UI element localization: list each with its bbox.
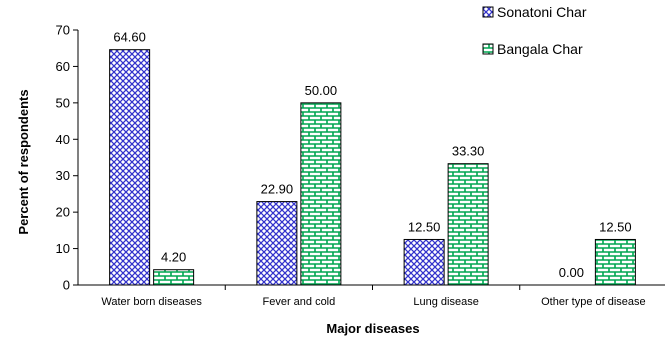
y-tick-label: 30 — [56, 168, 70, 183]
y-tick-label: 0 — [63, 278, 70, 293]
y-tick-label: 70 — [56, 23, 70, 38]
legend-swatch-bangala-char — [482, 43, 494, 55]
data-label-bangala-char-lung-disease: 33.30 — [452, 144, 485, 159]
data-label-sonatoni-char-other-type-of-disease: 0.00 — [559, 265, 584, 280]
category-label-fever-and-cold: Fever and cold — [262, 296, 335, 308]
x-axis-title: Major diseases — [326, 321, 419, 336]
legend-swatch-sonatoni-char — [482, 6, 494, 18]
legend-item-bangala-char: Bangala Char — [482, 41, 583, 57]
bar-bangala-char-other-type-of-disease — [594, 238, 636, 286]
data-label-bangala-char-fever-and-cold: 50.00 — [305, 83, 338, 98]
legend: Sonatoni Char Bangala Char — [482, 4, 587, 57]
category-label-water-born-diseases: Water born diseases — [101, 296, 202, 308]
data-label-sonatoni-char-water-born-diseases: 64.60 — [113, 30, 146, 45]
category-labels: Water born diseases Fever and cold Lung di… — [101, 296, 645, 308]
bars — [109, 49, 636, 286]
data-label-bangala-char-water-born-diseases: 4.20 — [161, 250, 186, 265]
bar-bangala-char-lung-disease — [447, 163, 489, 286]
data-label-sonatoni-char-fever-and-cold: 22.90 — [261, 182, 294, 197]
legend-item-sonatoni-char: Sonatoni Char — [482, 4, 587, 20]
bar-sonatoni-char-water-born-diseases — [109, 49, 151, 286]
category-label-other-type-of-disease: Other type of disease — [541, 296, 646, 308]
y-tick-label: 40 — [56, 132, 70, 147]
y-ticks: 0 10 20 30 40 50 60 70 — [56, 23, 78, 293]
y-tick-label: 50 — [56, 95, 70, 110]
data-label-sonatoni-char-lung-disease: 12.50 — [408, 219, 441, 234]
legend-label-sonatoni-char: Sonatoni Char — [497, 4, 587, 20]
y-tick-label: 10 — [56, 241, 70, 256]
bar-bangala-char-fever-and-cold — [300, 102, 342, 286]
bar-bangala-char-water-born-diseases — [153, 269, 195, 286]
legend-label-bangala-char: Bangala Char — [497, 41, 583, 57]
bar-sonatoni-char-lung-disease — [403, 238, 445, 286]
y-tick-label: 20 — [56, 205, 70, 220]
bar-sonatoni-char-fever-and-cold — [256, 201, 298, 286]
y-tick-label: 60 — [56, 59, 70, 74]
category-label-lung-disease: Lung disease — [413, 296, 478, 308]
data-label-bangala-char-other-type-of-disease: 12.50 — [599, 219, 632, 234]
y-axis-title: Percent of respondents — [16, 89, 31, 234]
data-labels: 64.60 4.20 22.90 50.00 12.50 33.30 0.00 12.50 — [113, 30, 631, 280]
